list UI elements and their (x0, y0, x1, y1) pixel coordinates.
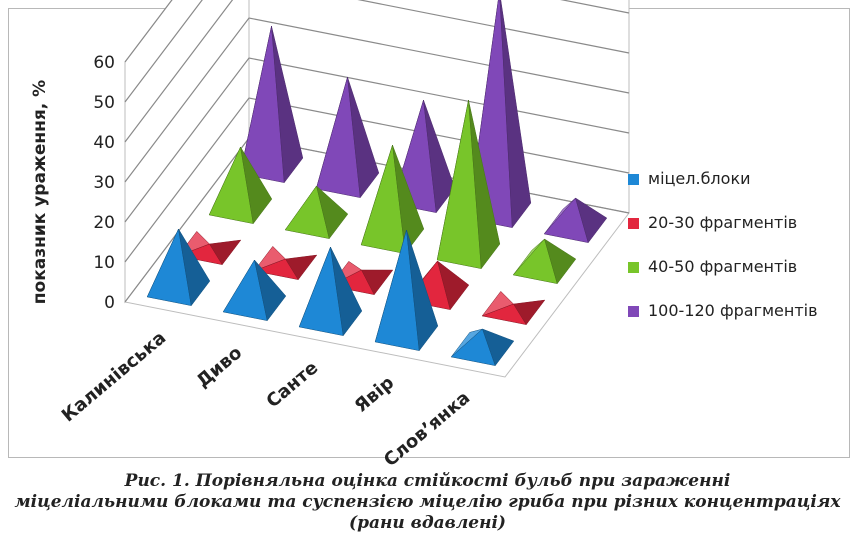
category-label: Санте (262, 357, 322, 412)
pyramid-face (240, 146, 273, 225)
category-label: Диво (193, 342, 247, 392)
legend-label: 40-50 фрагментів (648, 257, 797, 276)
gridline (124, 0, 630, 103)
pyramid-face (499, 0, 532, 229)
pyramid-mark (481, 290, 546, 326)
pyramid-face (254, 259, 287, 322)
legend-label: 20-30 фрагментів (648, 213, 797, 232)
y-axis-title: показник ураження, % (30, 80, 50, 304)
pyramid-mark (374, 229, 439, 352)
pyramid-mark (360, 144, 425, 255)
pyramid-face (575, 197, 608, 244)
legend-swatch (628, 174, 639, 185)
pyramid-face (178, 228, 211, 307)
y-tick-label: 40 (93, 133, 115, 153)
legend-swatch (628, 262, 639, 273)
y-tick-label: 50 (93, 93, 115, 113)
pyramid-face (330, 246, 363, 337)
y-tick-label: 0 (104, 293, 115, 313)
pyramid-mark (222, 259, 287, 322)
pyramid-mark (253, 245, 318, 281)
figure-caption-line-3: (рани вдавлені) (349, 513, 506, 533)
pyramid-face (316, 185, 349, 240)
pyramid-mark (146, 228, 211, 307)
pyramid-face (406, 229, 439, 352)
y-tick-label: 10 (93, 253, 115, 273)
pyramid-mark (239, 25, 304, 184)
pyramid-face (285, 254, 318, 281)
pyramid-face (468, 99, 501, 270)
pyramid-face (423, 99, 456, 214)
legend-swatch (628, 306, 639, 317)
category-label: Явір (351, 372, 399, 417)
figure-caption-line-2: міцеліальними блоками та суспензією міце… (14, 492, 841, 512)
category-label: Слов’янка (380, 387, 474, 470)
y-tick-label: 30 (93, 173, 115, 193)
pyramid-face (271, 25, 304, 184)
gridline (124, 0, 173, 63)
pyramid-mark (436, 99, 501, 270)
chart: 0 10 20 30 40 50 60 показник ураження, % Калинів… (30, 0, 818, 470)
pyramid-face (513, 299, 546, 326)
pyramid-face (361, 269, 394, 296)
y-tick-label: 20 (93, 213, 115, 233)
legend-label: міцел.блоки (648, 169, 751, 188)
figure-caption-line-1: Рис. 1. Порівняльна оцінка стійкості бул… (124, 471, 731, 491)
pyramid-mark (208, 146, 273, 225)
pyramid-mark (315, 76, 380, 199)
pyramid-face (209, 239, 242, 266)
pyramid-mark (284, 185, 349, 240)
legend-label: 100-120 фрагментів (648, 301, 818, 320)
pyramid-mark (543, 197, 608, 244)
pyramid-face (544, 238, 577, 285)
category-label: Калинівська (58, 327, 170, 426)
y-tick-label: 60 (93, 53, 115, 73)
pyramid-mark (512, 238, 577, 285)
pyramid-face (347, 76, 380, 199)
pyramid-mark (298, 246, 363, 337)
pyramid-face (392, 144, 425, 255)
pyramid-mark (450, 328, 515, 367)
pyramid-face (482, 328, 515, 367)
legend-swatch (628, 218, 639, 229)
pyramid-face (437, 260, 470, 311)
